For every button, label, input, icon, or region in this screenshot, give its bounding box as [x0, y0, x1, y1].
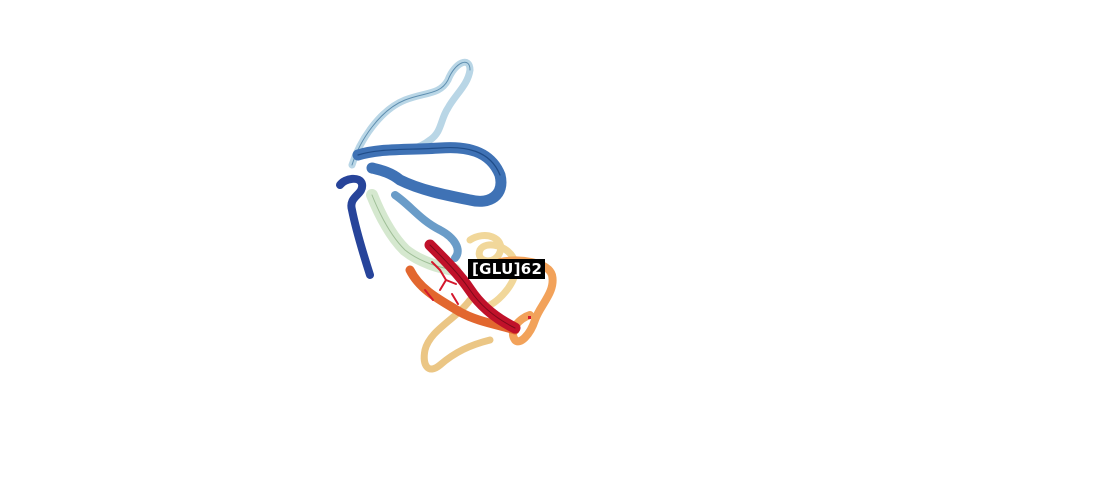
ribbon-edge — [371, 194, 456, 271]
ribbon-segment-tan-loop — [420, 296, 494, 373]
ribbon-segment-dark-strand — [336, 174, 374, 279]
ribbon-edge — [357, 146, 501, 176]
ribbon-edge — [429, 244, 516, 329]
ribbon-segment-mid-loop — [391, 191, 462, 262]
ion-marker — [528, 316, 531, 319]
ribbon-segment-deep-orange — [405, 265, 520, 335]
residue-label: [GLU]62 — [468, 259, 546, 279]
ribbon-edge — [351, 61, 471, 166]
glu62-side-chain[interactable] — [424, 261, 459, 305]
ribbon-segment-blue-strand — [352, 142, 507, 207]
